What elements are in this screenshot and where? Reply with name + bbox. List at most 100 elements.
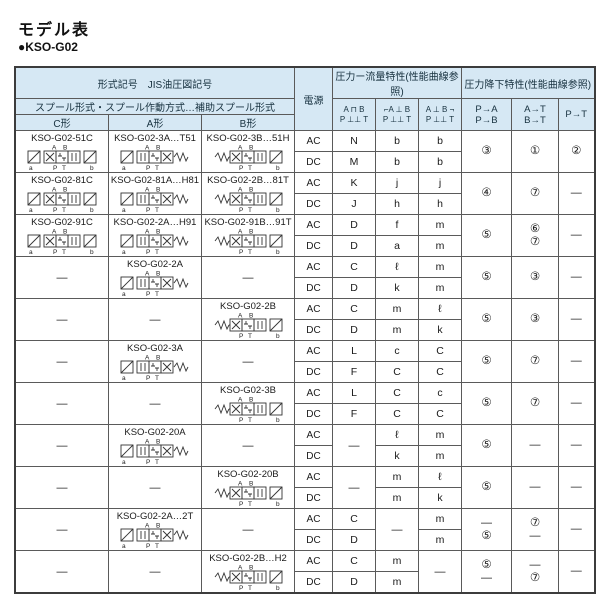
char-cell: m	[418, 445, 462, 467]
char-cell: D	[332, 319, 376, 341]
model-cell-c-row11: —	[14, 550, 109, 594]
cell-pt-row1: ②	[558, 130, 595, 173]
char-cell: L	[332, 382, 376, 404]
svg-text:a: a	[122, 249, 126, 255]
svg-text:B: B	[63, 144, 67, 151]
svg-text:b: b	[276, 585, 280, 591]
svg-text:B: B	[249, 564, 253, 571]
svg-text:T: T	[248, 417, 252, 423]
char-cell: C	[375, 361, 419, 383]
char-cell: h	[418, 193, 462, 215]
svg-text:A: A	[238, 144, 243, 151]
char-cell: D	[332, 277, 376, 299]
svg-text:P: P	[146, 543, 150, 549]
svg-text:B: B	[249, 396, 253, 403]
cell-pt-row6: —	[558, 340, 595, 383]
model-cell-a-row11: —	[108, 550, 202, 594]
svg-text:T: T	[248, 585, 252, 591]
svg-text:A: A	[145, 354, 150, 361]
power-dc-row11: DC	[294, 571, 333, 594]
svg-text:A: A	[52, 228, 57, 235]
char-cell: L	[332, 340, 376, 362]
svg-text:b: b	[276, 207, 280, 213]
svg-text:A: A	[238, 480, 243, 487]
svg-text:a: a	[122, 375, 126, 381]
char-cell: m	[375, 298, 419, 320]
power-ac-row8: AC	[294, 424, 333, 446]
svg-text:B: B	[156, 438, 160, 445]
cell-at-bt-row5: ③	[511, 298, 559, 341]
char-cell: ℓ	[418, 298, 462, 320]
char-cell: m	[418, 235, 462, 257]
svg-text:b: b	[90, 165, 94, 171]
svg-text:B: B	[156, 270, 160, 277]
svg-text:T: T	[248, 165, 252, 171]
svg-text:B: B	[156, 144, 160, 151]
char-cell: m	[375, 319, 419, 341]
cell-pt-row3: —	[558, 214, 595, 257]
svg-text:T: T	[155, 165, 159, 171]
svg-text:T: T	[248, 207, 252, 213]
power-dc-row9: DC	[294, 487, 333, 509]
cell-pa-pb-row4: ⑤	[461, 256, 512, 299]
char-cell: C	[332, 550, 376, 572]
model-cell-b-row10: —	[201, 508, 295, 551]
char-cell: K	[332, 172, 376, 194]
power-ac-row10: AC	[294, 508, 333, 530]
char-cell-merged: —	[418, 550, 462, 594]
cell-pa-pb-row10: — ⑤	[461, 508, 512, 551]
char-cell: F	[332, 403, 376, 425]
svg-text:b: b	[276, 501, 280, 507]
svg-text:B: B	[249, 312, 253, 319]
power-ac-row4: AC	[294, 256, 333, 278]
char-cell: c	[418, 382, 462, 404]
cell-at-bt-row10: ⑦ —	[511, 508, 559, 551]
svg-text:P: P	[146, 291, 150, 297]
header-drop-title: 圧力降下特性(性能曲線参照)	[461, 66, 595, 99]
svg-text:T: T	[155, 459, 159, 465]
svg-text:b: b	[276, 165, 280, 171]
model-cell-b-row4: —	[201, 256, 295, 299]
svg-text:A: A	[145, 438, 150, 445]
char-cell: k	[418, 487, 462, 509]
model-cell-c-row6: —	[14, 340, 109, 383]
cell-at-bt-row8: —	[511, 424, 559, 467]
cell-pt-row4: —	[558, 256, 595, 299]
power-ac-row1: AC	[294, 130, 333, 152]
svg-text:A: A	[52, 186, 57, 193]
svg-text:T: T	[155, 543, 159, 549]
svg-text:A: A	[238, 396, 243, 403]
power-dc-row7: DC	[294, 403, 333, 425]
power-ac-row2: AC	[294, 172, 333, 194]
header-power: 電源	[294, 66, 333, 131]
char-cell: N	[332, 130, 376, 152]
svg-text:T: T	[62, 207, 66, 213]
model-bullet: ●KSO-G02	[18, 40, 78, 54]
svg-text:P: P	[53, 249, 57, 255]
power-dc-row1: DC	[294, 151, 333, 173]
svg-text:P: P	[53, 165, 57, 171]
model-cell-c-row5: —	[14, 298, 109, 341]
power-dc-row4: DC	[294, 277, 333, 299]
char-cell: a	[375, 235, 419, 257]
valve-center-symbol-3: A ⊥ B ¬ P ⊥⊥ T	[418, 98, 462, 131]
char-cell: C	[418, 403, 462, 425]
char-cell: m	[375, 550, 419, 572]
svg-text:B: B	[249, 480, 253, 487]
cell-at-bt-row1: ①	[511, 130, 559, 173]
svg-text:T: T	[155, 291, 159, 297]
power-dc-row6: DC	[294, 361, 333, 383]
svg-text:P: P	[239, 501, 243, 507]
svg-text:B: B	[249, 186, 253, 193]
